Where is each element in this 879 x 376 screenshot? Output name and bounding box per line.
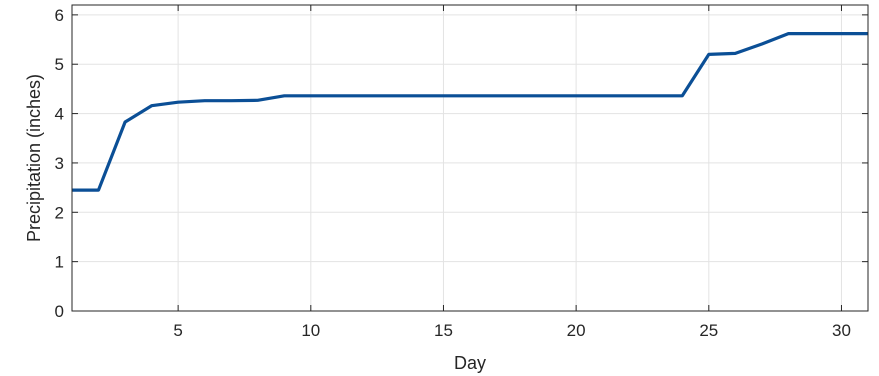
x-tick-label: 25 (699, 321, 718, 340)
x-tick-label: 5 (173, 321, 182, 340)
grid-lines (72, 5, 868, 312)
y-axis-label: Precipitation (inches) (24, 74, 44, 242)
x-tick-label: 30 (832, 321, 851, 340)
y-tick-label: 1 (55, 253, 64, 272)
x-axis-label: Day (454, 353, 486, 373)
y-tick-label: 0 (55, 302, 64, 321)
x-tick-label: 20 (567, 321, 586, 340)
y-tick-label: 4 (55, 105, 64, 124)
y-tick-label: 3 (55, 154, 64, 173)
x-tick-label: 15 (434, 321, 453, 340)
series-line (72, 31, 868, 192)
y-tick-label: 6 (55, 6, 64, 25)
y-tick-label: 2 (55, 203, 64, 222)
axis-ticks: 5 10 15 20 25 30 0 1 2 3 4 5 6 (55, 5, 868, 340)
plot-area-frame (71, 4, 869, 312)
y-tick-label: 5 (55, 55, 64, 74)
x-tick-label: 10 (301, 321, 320, 340)
data-series (72, 31, 868, 192)
